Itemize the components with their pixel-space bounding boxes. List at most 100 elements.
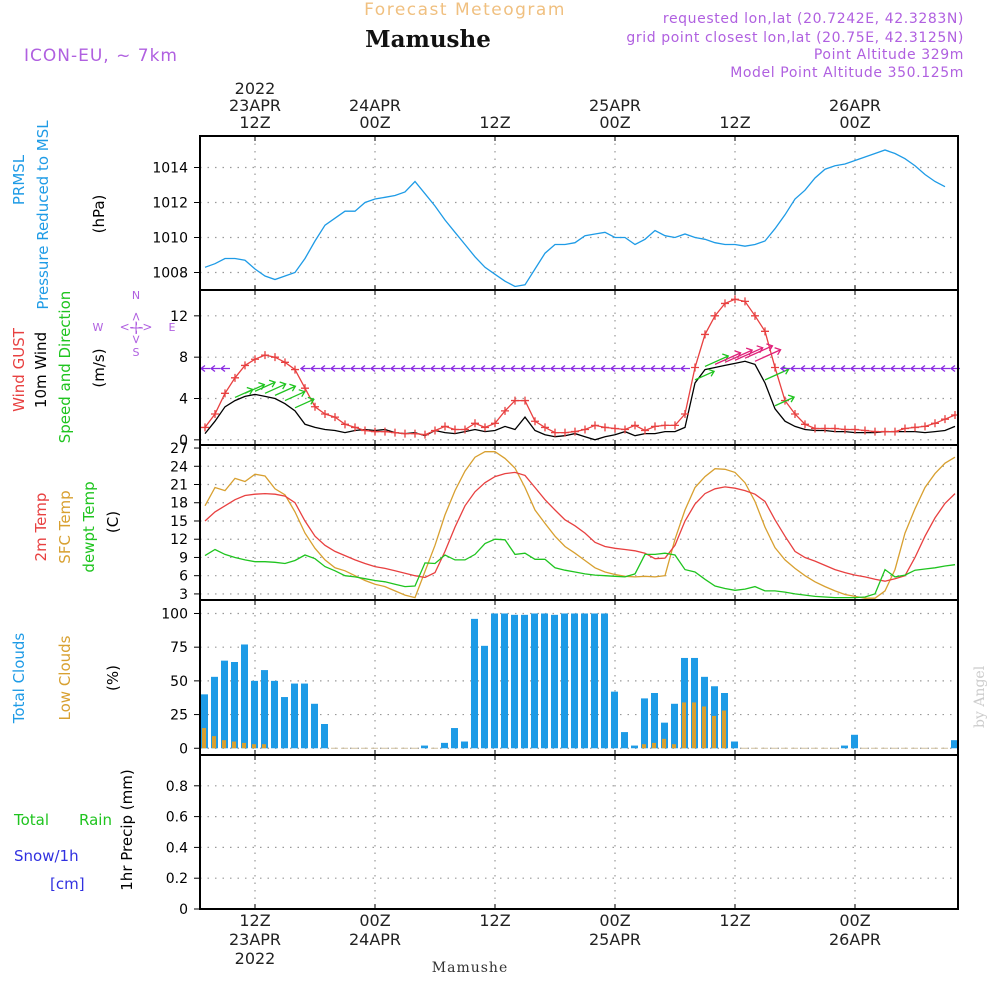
total-cloud-bar (621, 732, 628, 749)
total-rain-label: Total (13, 811, 49, 829)
y-tick-label: 27 (170, 441, 188, 457)
bottom-time-label: 12Z (479, 911, 510, 930)
total-cloud-bar (511, 614, 518, 749)
bottom-time-label: 00Z (359, 911, 390, 930)
wind-direction-arrow (289, 383, 297, 392)
bottom-time-label: 12Z (719, 911, 750, 930)
total-cloud-bar (261, 670, 268, 749)
top-time-label: 2022 (235, 79, 276, 98)
gust-marker (751, 311, 759, 320)
wind-direction-arrow (879, 365, 890, 373)
wind-direction-arrow (559, 365, 570, 373)
wind-direction-arrow (319, 365, 330, 373)
y-tick-label: 0.6 (166, 810, 188, 826)
wind-direction-arrow (294, 398, 315, 409)
total-cloud-bar (441, 742, 448, 749)
low-cloud-bar (252, 744, 256, 749)
gust-marker (911, 423, 919, 432)
total-cloud-bar (281, 697, 288, 749)
bottom-time-label: 00Z (839, 911, 870, 930)
gust-marker (931, 419, 939, 428)
gust-marker (841, 425, 849, 434)
total-cloud-bar (581, 613, 588, 749)
wind-direction-arrow (244, 384, 265, 394)
y-tick-label: 1012 (152, 196, 188, 212)
gust-marker (871, 427, 879, 436)
wind-direction-arrow (339, 365, 350, 373)
gust-marker (401, 429, 409, 438)
wind-direction-arrow (754, 349, 781, 362)
total-cloud-bar (481, 645, 488, 749)
total-cloud-bar (951, 740, 958, 749)
panel-frame (199, 289, 959, 446)
pressure-unit: (hPa) (90, 195, 108, 234)
gust-marker (421, 430, 429, 439)
y-tick-label: 75 (170, 640, 188, 656)
gust-marker (671, 421, 679, 430)
gust-marker (831, 424, 839, 433)
total-cloud-bar (451, 728, 458, 749)
total-cloud-bar (241, 644, 248, 749)
wind-direction-arrow (369, 365, 380, 373)
gust-marker (311, 402, 319, 411)
gust-marker (341, 420, 349, 429)
panels-layer: 1008101010121014048123691215182124270255… (10, 79, 960, 968)
y-tick-label: 12 (170, 309, 188, 325)
wind-direction-arrow (939, 365, 950, 373)
gust-marker (281, 358, 289, 367)
total-cloud-bar (851, 734, 858, 749)
bottom-time-label: 24APR (349, 930, 401, 949)
low-cloud-bar (652, 742, 656, 749)
gust-marker (761, 327, 769, 336)
wind-direction-arrow (859, 365, 870, 373)
low-cloud-bar (642, 744, 646, 749)
low-cloud-bar (232, 741, 236, 749)
y-tick-label: 100 (161, 606, 188, 622)
wind-direction-arrow (509, 365, 520, 373)
total-cloud-bar (221, 660, 228, 749)
gust-marker (481, 423, 489, 432)
wind-direction-arrow (579, 365, 590, 373)
gust-marker (541, 423, 549, 432)
total-cloud-bar (321, 724, 328, 749)
wind-direction-arrow (307, 396, 315, 405)
y-tick-label: 15 (170, 514, 188, 530)
gust-marker (271, 353, 279, 362)
total-cloud-bar (201, 694, 208, 749)
total-cloud-bar (311, 703, 318, 749)
y-tick-label: 8 (179, 350, 188, 366)
clouds-unit: (%) (104, 665, 122, 691)
gust-marker (371, 427, 379, 436)
dewpt-label: dewpt Temp (80, 481, 98, 572)
wind-direction-arrow (539, 365, 550, 373)
bottom-time-label: 00Z (599, 911, 630, 930)
panel-temperature: 3 6 9 12 15 18 21 24 27 (170, 441, 959, 603)
dewpt-line (204, 538, 956, 599)
gust-marker (301, 384, 309, 393)
gust-marker (811, 424, 819, 433)
panel-frame (199, 444, 959, 601)
low-cloud-bar (662, 738, 666, 749)
y-tick-label: 0 (179, 902, 188, 918)
gust-marker (861, 426, 869, 435)
wind-direction-arrow (839, 365, 850, 373)
wind-direction-arrow (849, 365, 860, 373)
gust-marker (591, 421, 599, 430)
wind-direction-arrow (679, 365, 690, 373)
top-time-label: 12Z (479, 113, 510, 132)
total-cloud-bar (671, 703, 678, 749)
wind-direction-arrow (459, 365, 470, 373)
wind-direction-arrow (209, 365, 220, 373)
pressure-label: Pressure Reduced to MSL (34, 120, 52, 310)
gust-marker (201, 423, 209, 432)
gridpoint-coords: grid point closest lon,lat (20.75E, 42.3… (626, 30, 964, 46)
wind-label: 10m Wind (32, 332, 50, 408)
total-cloud-bar (841, 745, 848, 749)
wind-direction-arrow (869, 365, 880, 373)
wind-direction-arrow (779, 365, 790, 373)
y-tick-label: 12 (170, 532, 188, 548)
top-time-label: 00Z (599, 113, 630, 132)
gust-marker (501, 406, 509, 415)
total-cloud-bar (461, 741, 468, 749)
